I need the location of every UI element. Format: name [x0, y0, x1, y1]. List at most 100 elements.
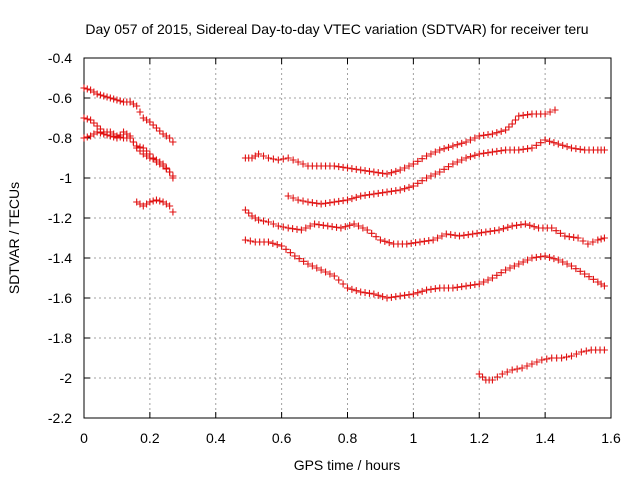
data-point [260, 152, 268, 160]
data-point [570, 233, 578, 241]
data-point [96, 91, 104, 99]
data-point [359, 224, 367, 232]
data-point [294, 158, 302, 166]
data-point [93, 122, 101, 130]
data-point [348, 165, 356, 173]
data-point [445, 143, 453, 151]
y-axis-label: SDTVAR / TECUs [6, 182, 22, 294]
data-point [449, 284, 457, 292]
data-point [431, 285, 439, 293]
data-point [401, 185, 409, 193]
data-point [136, 147, 144, 155]
data-point [93, 128, 101, 136]
data-point [106, 132, 114, 140]
data-point [453, 158, 461, 166]
data-point [550, 255, 558, 263]
data-point [554, 256, 562, 264]
data-point [418, 287, 426, 295]
data-point [341, 223, 349, 231]
data-point [517, 221, 525, 229]
data-point [149, 197, 157, 205]
data-point [337, 224, 345, 232]
data-point [392, 293, 400, 301]
data-point [515, 146, 523, 154]
data-point [499, 225, 507, 233]
data-point [335, 163, 343, 171]
data-point [537, 139, 545, 147]
data-point [563, 143, 571, 151]
data-point [156, 127, 164, 135]
data-point [295, 255, 303, 263]
data-point [475, 132, 483, 140]
data-point [361, 289, 369, 297]
data-point [396, 186, 404, 194]
data-point [462, 138, 470, 146]
data-point [409, 182, 417, 190]
data-point [385, 239, 393, 247]
data-point [357, 288, 365, 296]
data-point [279, 223, 287, 231]
data-point [600, 146, 608, 154]
x-tick-label: 0.4 [206, 430, 226, 446]
y-tick-label: -1.2 [48, 210, 72, 226]
data-point [475, 150, 483, 158]
data-point [306, 222, 314, 230]
data-point [563, 260, 571, 268]
data-point [600, 282, 608, 290]
data-point [488, 148, 496, 156]
data-point [152, 196, 160, 204]
data-point [339, 197, 347, 205]
y-tick-label: -0.8 [48, 130, 72, 146]
data-point [582, 347, 590, 355]
data-point [600, 346, 608, 354]
data-point [361, 167, 369, 175]
data-point [129, 138, 137, 146]
data-point [315, 221, 323, 229]
data-point [416, 238, 424, 246]
data-point [484, 149, 492, 157]
data-point [418, 177, 426, 185]
data-point [241, 236, 249, 244]
data-point [368, 229, 376, 237]
data-point [471, 134, 479, 142]
data-point [493, 147, 501, 155]
data-point [488, 376, 496, 384]
data-point [440, 145, 448, 153]
data-point [348, 285, 356, 293]
data-point [581, 270, 589, 278]
data-point [574, 234, 582, 242]
data-point [405, 291, 413, 299]
data-point [409, 290, 417, 298]
x-tick-label: 1 [409, 430, 417, 446]
x-tick-label: 1.6 [601, 430, 621, 446]
data-point [524, 111, 532, 119]
data-point [284, 154, 292, 162]
data-point [423, 152, 431, 160]
data-point [431, 170, 439, 178]
y-tick-label: -0.4 [48, 50, 72, 66]
data-point [357, 192, 365, 200]
data-point [466, 281, 474, 289]
data-point [113, 96, 121, 104]
data-point [438, 232, 446, 240]
data-point [103, 131, 111, 139]
data-point [538, 356, 546, 364]
data-point [350, 220, 358, 228]
data-point [556, 229, 564, 237]
data-point [304, 260, 312, 268]
data-point [339, 280, 347, 288]
data-point [352, 287, 360, 295]
data-point [156, 197, 164, 205]
data-point [508, 366, 516, 374]
data-point [136, 108, 144, 116]
x-tick-label: 0 [80, 430, 88, 446]
data-point [103, 93, 111, 101]
data-point [146, 198, 154, 206]
data-point [436, 146, 444, 154]
data-point [502, 266, 510, 274]
data-point [93, 90, 101, 98]
data-point [264, 218, 272, 226]
data-point [497, 127, 505, 135]
data-point [561, 232, 569, 240]
